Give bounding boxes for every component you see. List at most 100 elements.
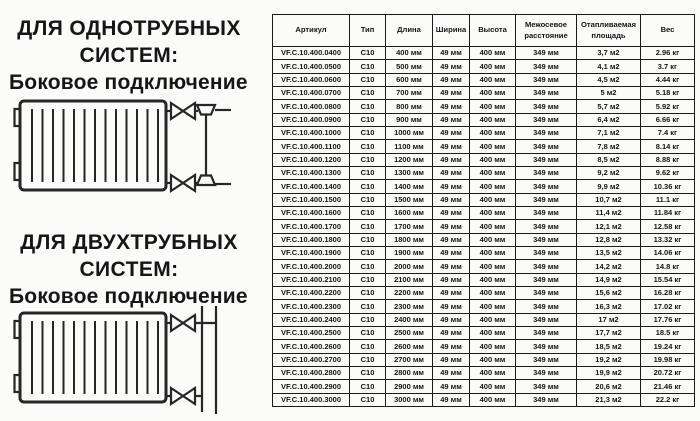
table-cell: 14.06 кг [640, 245, 695, 261]
table-cell: 10,7 м2 [576, 192, 641, 207]
table-row: VF.C.10.400.1300 C10 1300 мм 49 мм 400 мм 349… [272, 165, 695, 181]
column-header: Высота [469, 14, 516, 47]
table-cell: 400 мм [469, 45, 516, 61]
table-cell: 400 мм [469, 219, 516, 234]
table-cell: 1200 мм [385, 152, 433, 167]
table-cell: 6,4 м2 [576, 112, 641, 127]
table-cell: C10 [349, 245, 386, 261]
table-cell: C10 [349, 165, 386, 181]
table-cell: 700 мм [385, 85, 433, 101]
table-cell: VF.C.10.400.0400 [272, 45, 350, 61]
table-cell: 2300 мм [385, 299, 433, 314]
table-cell: C10 [349, 312, 386, 327]
table-row: VF.C.10.400.0900 C10 900 мм 49 мм 400 мм 349 … [272, 112, 695, 127]
table-cell: 500 мм [385, 59, 433, 74]
column-header: Артикул [272, 14, 350, 47]
table-cell: 15,6 м2 [576, 285, 641, 301]
table-cell: 400 мм [469, 72, 516, 87]
radiator-diagram-one-pipe [13, 99, 231, 194]
table-cell: 2400 мм [385, 312, 433, 327]
table-cell: 3000 мм [385, 392, 433, 408]
table-cell: 1400 мм [385, 179, 433, 194]
table-cell: 400 мм [469, 325, 516, 341]
tee-fitting-icon [195, 103, 217, 116]
table-row: VF.C.10.400.1600 C10 1600 мм 49 мм 400 мм 349… [272, 205, 695, 221]
table-cell: C10 [349, 219, 386, 234]
table-cell: 20.72 кг [640, 365, 695, 381]
table-row: VF.C.10.400.1800 C10 1800 мм 49 мм 400 мм 349… [272, 232, 695, 247]
table-cell: 1500 мм [385, 192, 433, 207]
column-header: Ширина [432, 14, 470, 47]
table-cell: C10 [349, 85, 386, 101]
table-cell: 4,1 м2 [576, 59, 641, 74]
table-cell: 49 мм [432, 259, 470, 274]
table-cell: C10 [349, 299, 386, 314]
column-header: Межосевое расстояние [515, 14, 577, 47]
table-cell: 49 мм [432, 232, 470, 247]
table-cell: VF.C.10.400.0800 [272, 99, 350, 114]
table-cell: 9.62 кг [640, 165, 695, 181]
table-cell: 49 мм [432, 392, 470, 408]
title-line: СИСТЕМ: [79, 258, 179, 281]
title-line: ДЛЯ ДВУХТРУБНЫХ [20, 231, 238, 254]
table-cell: 2900 мм [385, 379, 433, 394]
table-cell: 49 мм [432, 299, 470, 314]
table-cell: 17.02 кг [640, 299, 695, 314]
table-cell: 1800 мм [385, 232, 433, 247]
table-cell: VF.C.10.400.1100 [272, 139, 350, 154]
table-cell: 400 мм [469, 192, 516, 207]
table-cell: 21,3 м2 [576, 392, 641, 408]
table-cell: 4,5 м2 [576, 72, 641, 87]
table-cell: C10 [349, 392, 386, 408]
table-cell: 19.98 кг [640, 352, 695, 367]
table-cell: 49 мм [432, 325, 470, 341]
table-cell: 349 мм [515, 99, 577, 114]
table-cell: 400 мм [469, 352, 516, 367]
table-cell: VF.C.10.400.2800 [272, 365, 350, 381]
table-cell: C10 [349, 72, 386, 87]
table-cell: 18,5 м2 [576, 339, 641, 354]
table-cell: 349 мм [515, 365, 577, 381]
bottom-valve-icon [166, 172, 198, 194]
table-cell: VF.C.10.400.2900 [272, 379, 350, 394]
table-cell: 400 мм [469, 285, 516, 301]
table-cell: 11.1 кг [640, 192, 695, 207]
table-cell: VF.C.10.400.0500 [272, 59, 350, 74]
table-cell: 349 мм [515, 232, 577, 247]
table-cell: 349 мм [515, 152, 577, 167]
table-cell: 49 мм [432, 379, 470, 394]
table-cell: 1000 мм [385, 125, 433, 141]
radiator-body [18, 99, 168, 192]
table-cell: 49 мм [432, 285, 470, 301]
table-cell: C10 [349, 259, 386, 274]
table-cell: 14,9 м2 [576, 272, 641, 287]
title-line: СИСТЕМ: [79, 44, 179, 67]
table-cell: 7,1 м2 [576, 125, 641, 141]
table-cell: 400 мм [469, 59, 516, 74]
table-cell: 349 мм [515, 205, 577, 221]
table-cell: 349 мм [515, 379, 577, 394]
table-cell: 21.46 кг [640, 379, 695, 394]
table-cell: 349 мм [515, 272, 577, 287]
spec-table: Артикул Тип Длина Ширина Высота Межосевое рас… [272, 14, 695, 408]
table-cell: 7.4 кг [640, 125, 695, 141]
table-cell: VF.C.10.400.1000 [272, 125, 350, 141]
table-cell: VF.C.10.400.1900 [272, 245, 350, 261]
table-cell: 14.8 кг [640, 259, 695, 274]
table-cell: VF.C.10.400.1200 [272, 152, 350, 167]
table-cell: 349 мм [515, 312, 577, 327]
table-cell: C10 [349, 365, 386, 381]
table-cell: 3.7 кг [640, 59, 695, 74]
table-cell: 349 мм [515, 339, 577, 354]
table-cell: 349 мм [515, 179, 577, 194]
table-cell: 349 мм [515, 85, 577, 101]
table-cell: 349 мм [515, 325, 577, 341]
table-cell: 349 мм [515, 72, 577, 87]
table-cell: VF.C.10.400.2500 [272, 325, 350, 341]
table-cell: 2500 мм [385, 325, 433, 341]
table-cell: VF.C.10.400.1300 [272, 165, 350, 181]
table-cell: 49 мм [432, 152, 470, 167]
table-cell: 3,7 м2 [576, 45, 641, 61]
table-row: VF.C.10.400.2900 C10 2900 мм 49 мм 400 мм 349… [272, 379, 695, 394]
table-cell: 8.14 кг [640, 139, 695, 154]
